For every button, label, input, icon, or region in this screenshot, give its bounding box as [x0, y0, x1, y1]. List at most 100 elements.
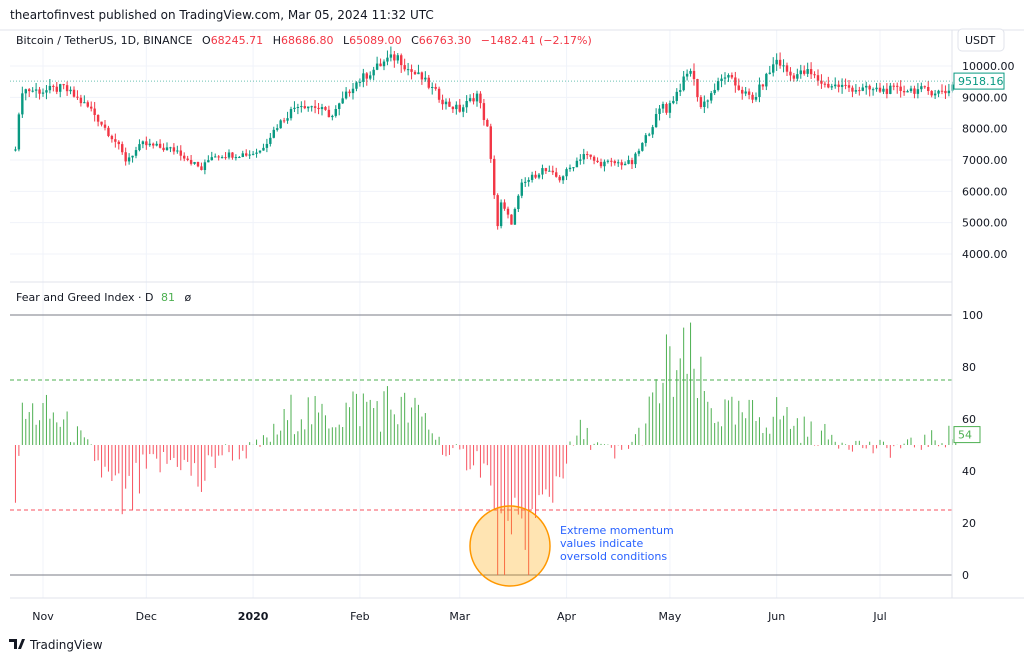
candle-body — [651, 127, 654, 135]
currency-button[interactable]: USDT — [957, 28, 1005, 52]
candle-body — [100, 121, 103, 125]
candle-body — [293, 107, 296, 110]
candle-body — [355, 82, 358, 89]
candle-body — [307, 106, 310, 109]
candle-body — [303, 106, 306, 109]
candle-body — [596, 160, 599, 163]
candle-body — [613, 161, 616, 164]
candle-body — [424, 77, 427, 80]
candle-body — [258, 150, 262, 153]
candle-body — [344, 91, 348, 99]
candle-body — [103, 124, 107, 128]
candle-body — [193, 162, 196, 164]
candle-body — [396, 55, 399, 61]
candle-body — [865, 85, 868, 88]
candle-body — [93, 108, 96, 115]
candle-body — [548, 170, 551, 172]
tradingview-logo: TradingView — [9, 638, 103, 652]
candle-body — [14, 149, 17, 151]
candle-body — [110, 135, 114, 140]
candle-body — [496, 195, 499, 227]
candle-body — [541, 168, 544, 175]
candle-body — [572, 167, 575, 169]
candle-body — [606, 160, 610, 162]
indicator-tick-label: 40 — [962, 465, 976, 478]
indicator-legend: Fear and Greed Index · D 81 ø — [16, 291, 192, 304]
candle-body — [327, 109, 331, 118]
candle-body — [937, 90, 940, 94]
candle-body — [933, 93, 937, 96]
oversold-highlight-circle — [469, 505, 551, 587]
indicator-tick-label: 20 — [962, 517, 976, 530]
time-tick-label: 2020 — [238, 610, 269, 623]
time-tick-label: Feb — [350, 610, 369, 623]
time-tick-label: Jun — [767, 610, 785, 623]
candle-body — [506, 208, 510, 215]
candle-body — [444, 101, 448, 105]
price-pane — [10, 46, 957, 230]
candle-body — [52, 85, 55, 87]
candle-body — [386, 57, 389, 62]
candle-body — [62, 84, 65, 86]
candle-body — [844, 84, 847, 86]
candle-body — [417, 72, 420, 75]
candle-body — [382, 61, 386, 67]
candle-body — [503, 202, 506, 209]
candle-body — [775, 59, 778, 65]
candle-body — [603, 161, 606, 167]
candle-body — [334, 108, 337, 116]
candle-body — [331, 115, 334, 118]
annotation-line: values indicate — [560, 537, 643, 550]
candle-body — [696, 79, 699, 98]
candle-body — [48, 85, 52, 91]
candle-body — [816, 75, 820, 81]
last-index-label: 54 — [958, 429, 972, 442]
candle-body — [375, 63, 379, 70]
candle-body — [455, 104, 458, 110]
low-label: L — [343, 34, 350, 47]
candle-body — [431, 86, 434, 88]
candle-body — [55, 86, 58, 92]
candle-body — [265, 143, 269, 148]
candle-body — [196, 162, 200, 167]
candle-body — [17, 114, 21, 150]
time-tick-label: Nov — [32, 610, 54, 623]
candle-body — [734, 77, 737, 86]
candle-body — [927, 86, 930, 92]
candle-body — [406, 69, 410, 71]
candle-body — [668, 103, 672, 113]
candle-body — [114, 139, 117, 142]
candle-body — [923, 86, 926, 88]
time-tick-label: Apr — [557, 610, 577, 623]
logo-text: TradingView — [29, 638, 103, 652]
candle-body — [107, 127, 110, 136]
candle-body — [899, 86, 902, 91]
price-tick-label: 5000.00 — [962, 217, 1008, 230]
candle-body — [530, 174, 534, 180]
candle-body — [127, 157, 131, 162]
ohlc-legend: Bitcoin / TetherUS, 1D, BINANCE O68245.7… — [16, 34, 592, 47]
candle-body — [878, 87, 882, 92]
candle-body — [152, 143, 155, 146]
candle-body — [582, 154, 585, 160]
annotation-line: Extreme momentum — [560, 524, 674, 537]
candle-body — [568, 167, 572, 170]
candle-body — [892, 85, 895, 87]
candle-body — [648, 134, 651, 136]
candle-body — [589, 154, 592, 157]
candle-body — [754, 96, 758, 100]
candle-body — [410, 69, 413, 72]
candle-body — [555, 172, 558, 177]
candle-body — [369, 75, 372, 79]
candle-body — [176, 150, 179, 152]
candle-body — [727, 75, 730, 78]
candle-body — [124, 152, 127, 162]
candle-body — [59, 84, 62, 92]
candle-body — [41, 92, 45, 94]
candle-body — [713, 89, 716, 94]
candle-body — [21, 93, 24, 115]
candle-body — [789, 71, 792, 76]
candle-body — [689, 70, 692, 74]
candle-body — [279, 120, 282, 129]
